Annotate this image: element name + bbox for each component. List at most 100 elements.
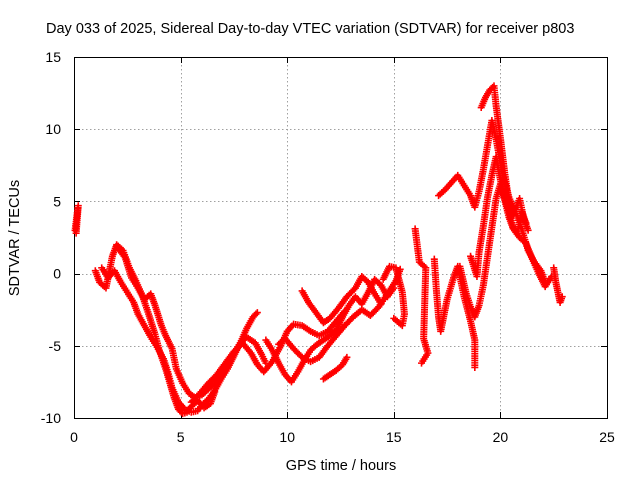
data-point [139,320,147,328]
data-point [267,344,275,352]
data-point [382,292,390,300]
y-tick-label: -5 [49,338,62,354]
x-tick-label: 0 [70,429,78,445]
data-point [466,301,474,309]
data-point [479,283,487,291]
data-point [474,190,482,198]
data-point [288,322,296,330]
data-point [446,180,454,188]
data-point [443,298,451,306]
series-arc6 [275,265,404,366]
data-point [176,407,184,415]
data-point [342,355,350,363]
data-point [261,357,269,365]
data-points [71,82,566,418]
series-arc15 [477,82,532,234]
data-point [193,392,201,400]
x-tick-label: 10 [279,429,295,445]
data-point [346,316,354,324]
data-point [192,407,200,415]
data-point [293,370,301,378]
data-point [322,328,330,336]
data-point [419,357,427,365]
data-point [466,315,474,323]
y-axis-label: SDTVAR / TECUs [7,180,23,296]
data-point [505,195,513,203]
y-tick-label: -10 [41,410,61,426]
data-point [523,224,531,232]
data-point [370,288,378,296]
data-point [282,329,290,337]
data-point [344,303,352,311]
data-point [420,262,428,270]
series-arc14 [467,153,530,280]
data-point [179,404,187,412]
data-point [122,286,130,294]
data-point [295,350,303,358]
data-point [305,326,313,334]
data-point [152,341,160,349]
plot-frame [74,57,608,419]
data-point [210,374,218,382]
data-point [174,396,182,404]
data-point [297,352,305,360]
x-tick-labels: 0 5 10 15 20 25 [70,429,615,445]
series-arc16 [550,264,566,306]
data-point [120,252,128,260]
series-arc11 [430,255,479,371]
data-point [439,187,447,195]
data-point [459,179,467,187]
data-point [133,282,141,290]
series-arc2 [98,264,261,416]
x-tick-label: 20 [493,429,509,445]
data-point [161,330,169,338]
series-arc5 [262,275,398,386]
series-arc3 [113,242,270,402]
data-point [534,268,542,276]
y-tick-label: 15 [45,49,61,65]
x-tick-label: 15 [386,429,402,445]
data-point [449,276,457,284]
chart-title: Day 033 of 2025, Sidereal Day-to-day VTE… [46,21,574,37]
data-point [509,221,517,229]
data-point [372,306,380,314]
data-point [144,308,152,316]
data-point [474,303,482,311]
data-point [363,290,371,298]
data-point [108,254,116,262]
data-point [471,361,479,369]
data-point [157,320,165,328]
series-arc9 [379,262,408,330]
data-point [172,363,180,371]
data-point [415,256,423,264]
data-point [252,310,260,318]
series-arc10 [411,225,432,367]
data-point [150,299,158,307]
data-point [558,295,566,303]
data-point [554,286,562,294]
data-point [349,287,357,295]
x-tick-label: 25 [599,429,615,445]
data-point [133,308,141,316]
data-point [246,347,254,355]
data-point [242,327,250,335]
data-point [338,315,346,323]
data-point [479,168,487,176]
data-point [167,381,175,389]
data-point [72,227,80,235]
data-point [519,212,527,220]
data-point [481,95,489,103]
data-point [150,328,158,336]
data-point [303,297,311,305]
data-point [274,357,282,365]
data-point [296,321,304,329]
axis-ticks [74,57,608,419]
y-tick-labels: -10 -5 0 5 10 15 [41,49,61,426]
data-point [492,197,500,205]
data-point [392,316,400,324]
y-tick-label: 5 [53,193,61,209]
series-early [71,202,82,237]
data-point [465,190,473,198]
x-tick-label: 5 [177,429,185,445]
data-point [462,288,470,296]
